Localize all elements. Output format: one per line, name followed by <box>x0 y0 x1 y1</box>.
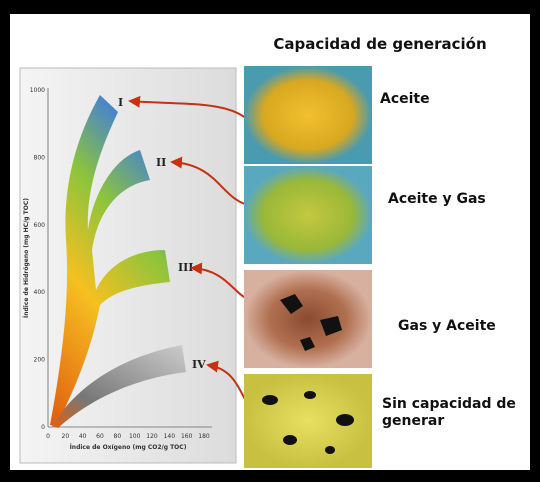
type-label: III <box>178 261 193 274</box>
type-label: I <box>118 96 123 109</box>
figure: Capacidad de generación Índice de Hidróg… <box>0 0 540 482</box>
result-label: Aceite y Gas <box>388 191 486 207</box>
tick-label: 0 <box>41 424 45 431</box>
tick-label: 180 <box>198 433 210 440</box>
title: Capacidad de generación <box>273 35 486 53</box>
tick-label: 100 <box>129 433 141 440</box>
result-label: Aceite <box>380 91 430 107</box>
result-label: Gas y Aceite <box>398 318 496 334</box>
tick-label: 80 <box>114 433 122 440</box>
tick-label: 200 <box>34 357 46 364</box>
tick-label: 60 <box>96 433 104 440</box>
tick-label: 140 <box>164 433 176 440</box>
tick-label: 40 <box>79 433 87 440</box>
tick-label: 0 <box>46 433 50 440</box>
sample-photo <box>244 166 372 264</box>
result-label: Sin capacidad de generar <box>382 396 532 430</box>
tick-label: 120 <box>146 433 158 440</box>
tick-label: 400 <box>34 289 46 296</box>
result-wrap: Sin capacidad de generar <box>382 396 532 440</box>
tick-label: 160 <box>181 433 193 440</box>
x-label: Índice de Oxígeno (mg CO2/g TOC) <box>70 443 187 451</box>
type-label: II <box>156 156 166 169</box>
sample-photo <box>244 270 372 368</box>
tick-label: 600 <box>34 222 46 229</box>
y-label: Índice de Hidrógeno (mg HC/g TOC) <box>22 198 30 318</box>
type-label: IV <box>192 358 206 371</box>
sample-photo <box>244 66 372 164</box>
tick-label: 800 <box>34 154 46 161</box>
tick-label: 20 <box>62 433 70 440</box>
tick-label: 1000 <box>30 87 45 94</box>
